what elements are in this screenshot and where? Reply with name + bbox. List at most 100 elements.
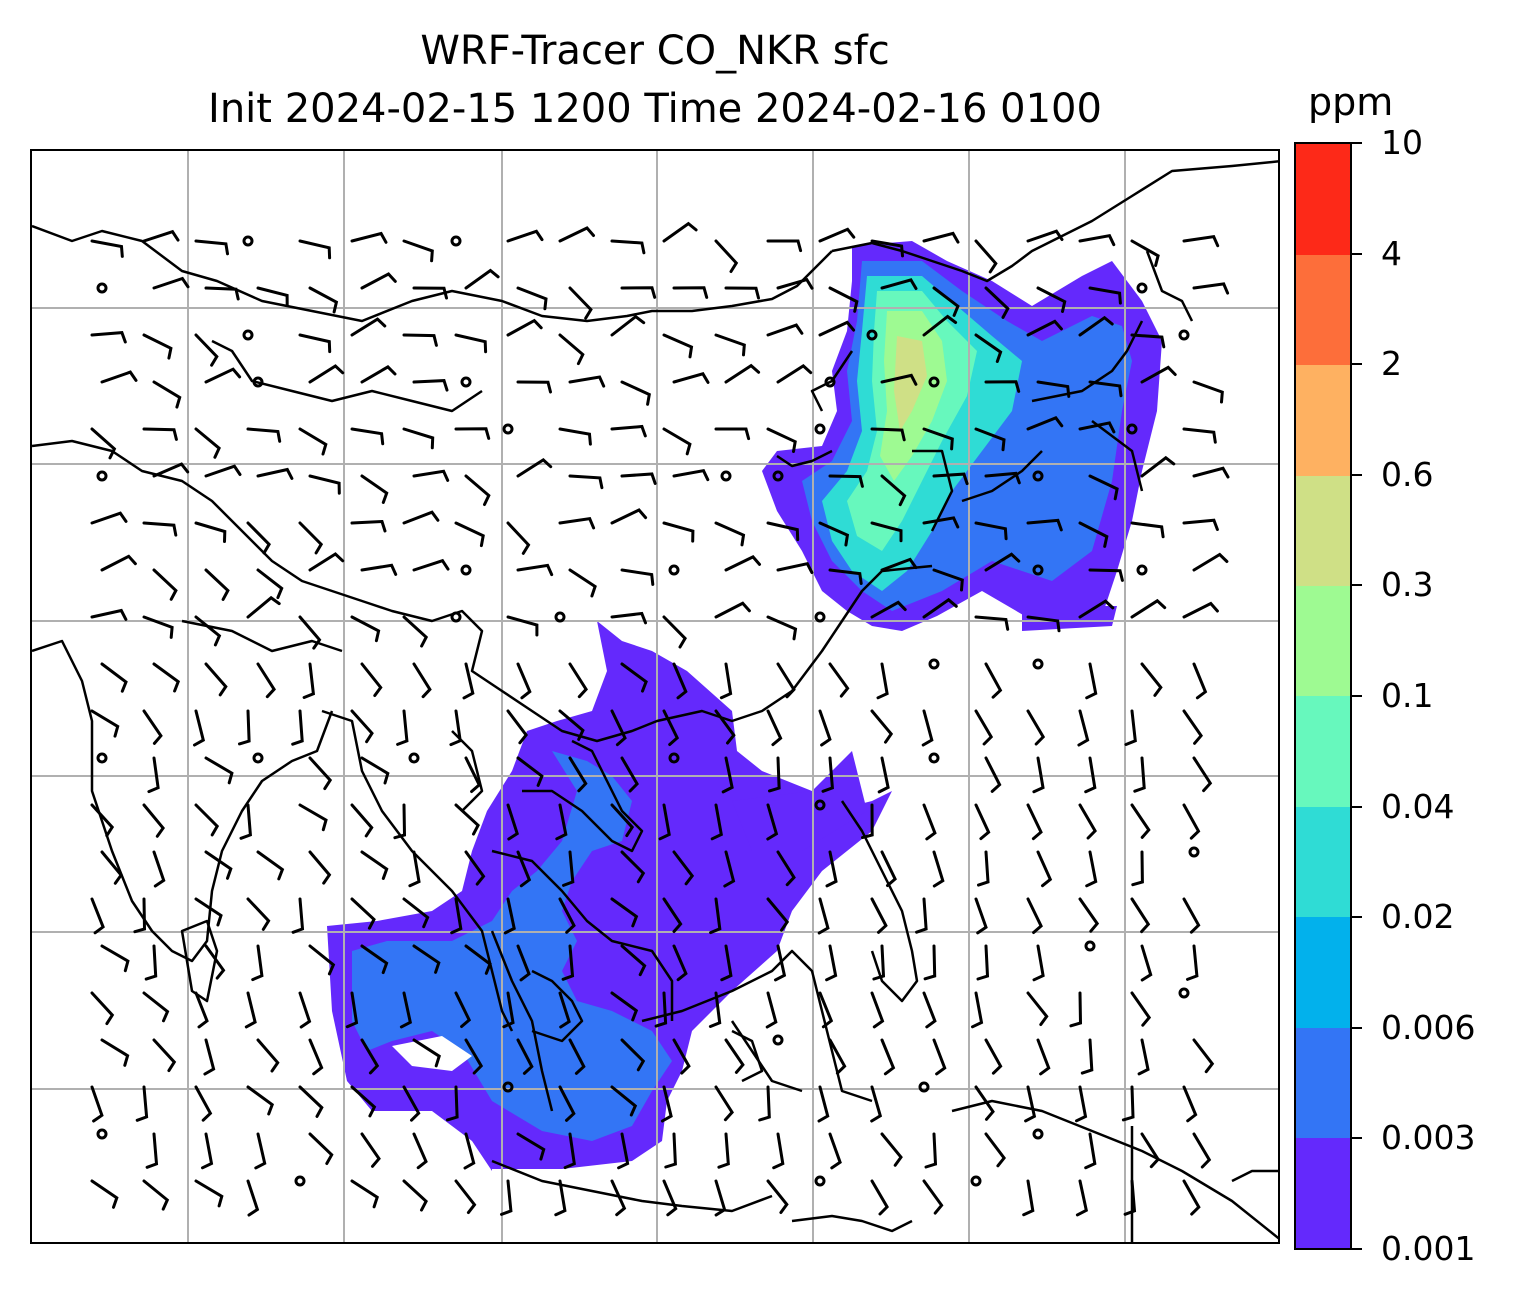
wind-barb	[1186, 944, 1199, 981]
wind-barb	[610, 314, 646, 337]
wind-barb	[502, 991, 515, 1029]
colorbar-tick-label: 0.003	[1381, 1118, 1476, 1158]
wind-barb	[204, 286, 240, 301]
wind-barb	[861, 803, 874, 840]
map-canvas	[32, 151, 1278, 1242]
wind-barb	[298, 239, 332, 260]
wind-barb	[360, 662, 383, 697]
wind-barb	[620, 662, 648, 693]
wind-barb	[1078, 521, 1109, 548]
calm-wind-marker	[1126, 423, 1138, 435]
wind-barb	[662, 709, 680, 746]
wind-barb	[1140, 455, 1176, 478]
wind-barb	[142, 427, 178, 441]
wind-barb	[1124, 709, 1137, 746]
wind-barb	[870, 600, 907, 619]
wind-barb	[872, 944, 886, 981]
wind-barb	[558, 1085, 576, 1122]
wind-barb	[568, 474, 604, 490]
colorbar-segment	[1296, 144, 1350, 255]
wind-barb	[204, 662, 228, 697]
wind-barb	[880, 557, 918, 572]
wind-barb	[818, 320, 856, 337]
wind-barb	[298, 427, 328, 456]
wind-barb	[610, 508, 648, 525]
wind-barb	[1130, 333, 1166, 349]
wind-barb	[724, 1038, 745, 1074]
wind-barb	[194, 615, 222, 647]
calm-wind-marker	[294, 1175, 306, 1187]
wind-barb	[766, 427, 797, 453]
colorbar-tick	[1352, 695, 1362, 697]
wind-barb	[1078, 234, 1116, 247]
wind-barb	[345, 991, 359, 1029]
wind-barb	[516, 1132, 546, 1161]
wind-barb	[454, 991, 472, 1028]
calm-wind-marker	[96, 1128, 108, 1140]
wind-barb	[766, 709, 783, 747]
wind-barb	[449, 709, 462, 747]
wind-barb	[610, 239, 646, 255]
wind-barb	[870, 239, 904, 258]
wind-barb	[610, 991, 639, 1022]
wind-barb	[194, 1085, 213, 1122]
wind-barb	[974, 709, 994, 746]
wind-barb	[922, 803, 937, 841]
colorbar-tick-label: 0.006	[1381, 1007, 1476, 1047]
wind-barb	[350, 427, 385, 446]
wind-barb	[1133, 756, 1146, 793]
wind-barb	[1140, 365, 1177, 384]
wind-barb	[1026, 897, 1043, 934]
wind-barb	[194, 991, 209, 1029]
wind-barb	[714, 521, 746, 547]
colorbar-tick-label: 0.6	[1381, 454, 1434, 494]
calm-wind-marker	[1136, 282, 1148, 294]
wind-barb	[302, 662, 316, 699]
wind-barb	[828, 1132, 842, 1170]
wind-barb	[360, 756, 390, 785]
wind-barb	[1182, 803, 1201, 840]
wind-barb	[1088, 380, 1123, 398]
calm-wind-marker	[814, 799, 826, 811]
wind-barb	[880, 278, 918, 290]
wind-barb	[724, 555, 761, 572]
colorbar-tick	[1352, 142, 1362, 144]
colorbar-tick-label: 0.02	[1381, 897, 1455, 937]
wind-barb	[818, 709, 832, 747]
wind-barb	[464, 1038, 484, 1075]
wind-barb	[350, 519, 387, 533]
wind-barbs	[90, 221, 1230, 1217]
wind-barb	[610, 709, 627, 747]
wind-barb	[932, 286, 960, 317]
wind-barb	[610, 897, 639, 928]
wind-barb	[922, 427, 954, 451]
calm-wind-circles	[96, 235, 1200, 1187]
wind-barb	[765, 991, 778, 1029]
wind-barb	[568, 568, 597, 598]
wind-barb	[662, 1179, 678, 1217]
wind-barb	[135, 1085, 149, 1122]
calm-wind-marker	[970, 1175, 982, 1187]
wind-barb	[1036, 850, 1053, 888]
wind-barb	[350, 897, 376, 930]
wind-barb	[768, 756, 781, 793]
colorbar-tick	[1352, 1137, 1362, 1140]
wind-barb	[828, 662, 850, 698]
wind-barb	[662, 427, 692, 456]
wind-barb	[1192, 1132, 1212, 1169]
colorbar-segment	[1296, 1137, 1350, 1249]
wind-barb	[402, 239, 434, 263]
wind-barb	[308, 364, 345, 384]
calm-wind-marker	[1178, 987, 1190, 999]
wind-barb	[984, 471, 1021, 485]
calm-wind-marker	[252, 752, 264, 764]
wind-barb	[974, 333, 1003, 363]
wind-barb	[1078, 315, 1114, 337]
wind-barb	[672, 372, 710, 384]
wind-barb	[1182, 897, 1201, 934]
colorbar-tick	[1352, 805, 1362, 808]
wind-barb	[454, 1179, 477, 1215]
colorbar-segment	[1296, 696, 1350, 807]
wind-barb	[142, 615, 174, 639]
wind-barb	[620, 380, 651, 406]
